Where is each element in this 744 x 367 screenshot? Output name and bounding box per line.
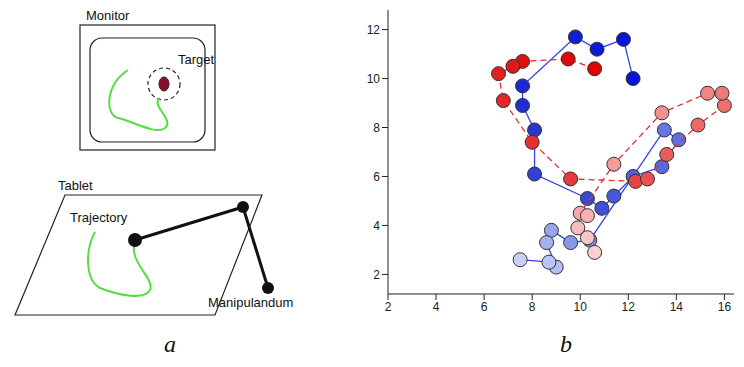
svg-text:Tablet: Tablet	[58, 178, 93, 193]
svg-text:Manipulandum: Manipulandum	[208, 295, 293, 310]
svg-text:8: 8	[529, 300, 536, 314]
svg-text:10: 10	[574, 300, 588, 314]
svg-text:4: 4	[373, 219, 380, 233]
svg-text:a: a	[164, 331, 176, 357]
svg-text:Target: Target	[178, 52, 215, 67]
svg-text:2: 2	[373, 268, 380, 282]
svg-text:2: 2	[385, 300, 392, 314]
svg-text:6: 6	[481, 300, 488, 314]
svg-text:8: 8	[373, 121, 380, 135]
svg-text:12: 12	[367, 23, 381, 37]
html-text:b: b	[560, 331, 572, 357]
svg-text:6: 6	[373, 170, 380, 184]
svg-text:10: 10	[367, 72, 381, 86]
svg-text:Trajectory: Trajectory	[70, 210, 128, 225]
svg-text:12: 12	[622, 300, 636, 314]
svg-text:Monitor: Monitor	[86, 8, 130, 23]
svg-text:4: 4	[433, 300, 440, 314]
svg-text:14: 14	[670, 300, 684, 314]
svg-text:16: 16	[718, 300, 732, 314]
